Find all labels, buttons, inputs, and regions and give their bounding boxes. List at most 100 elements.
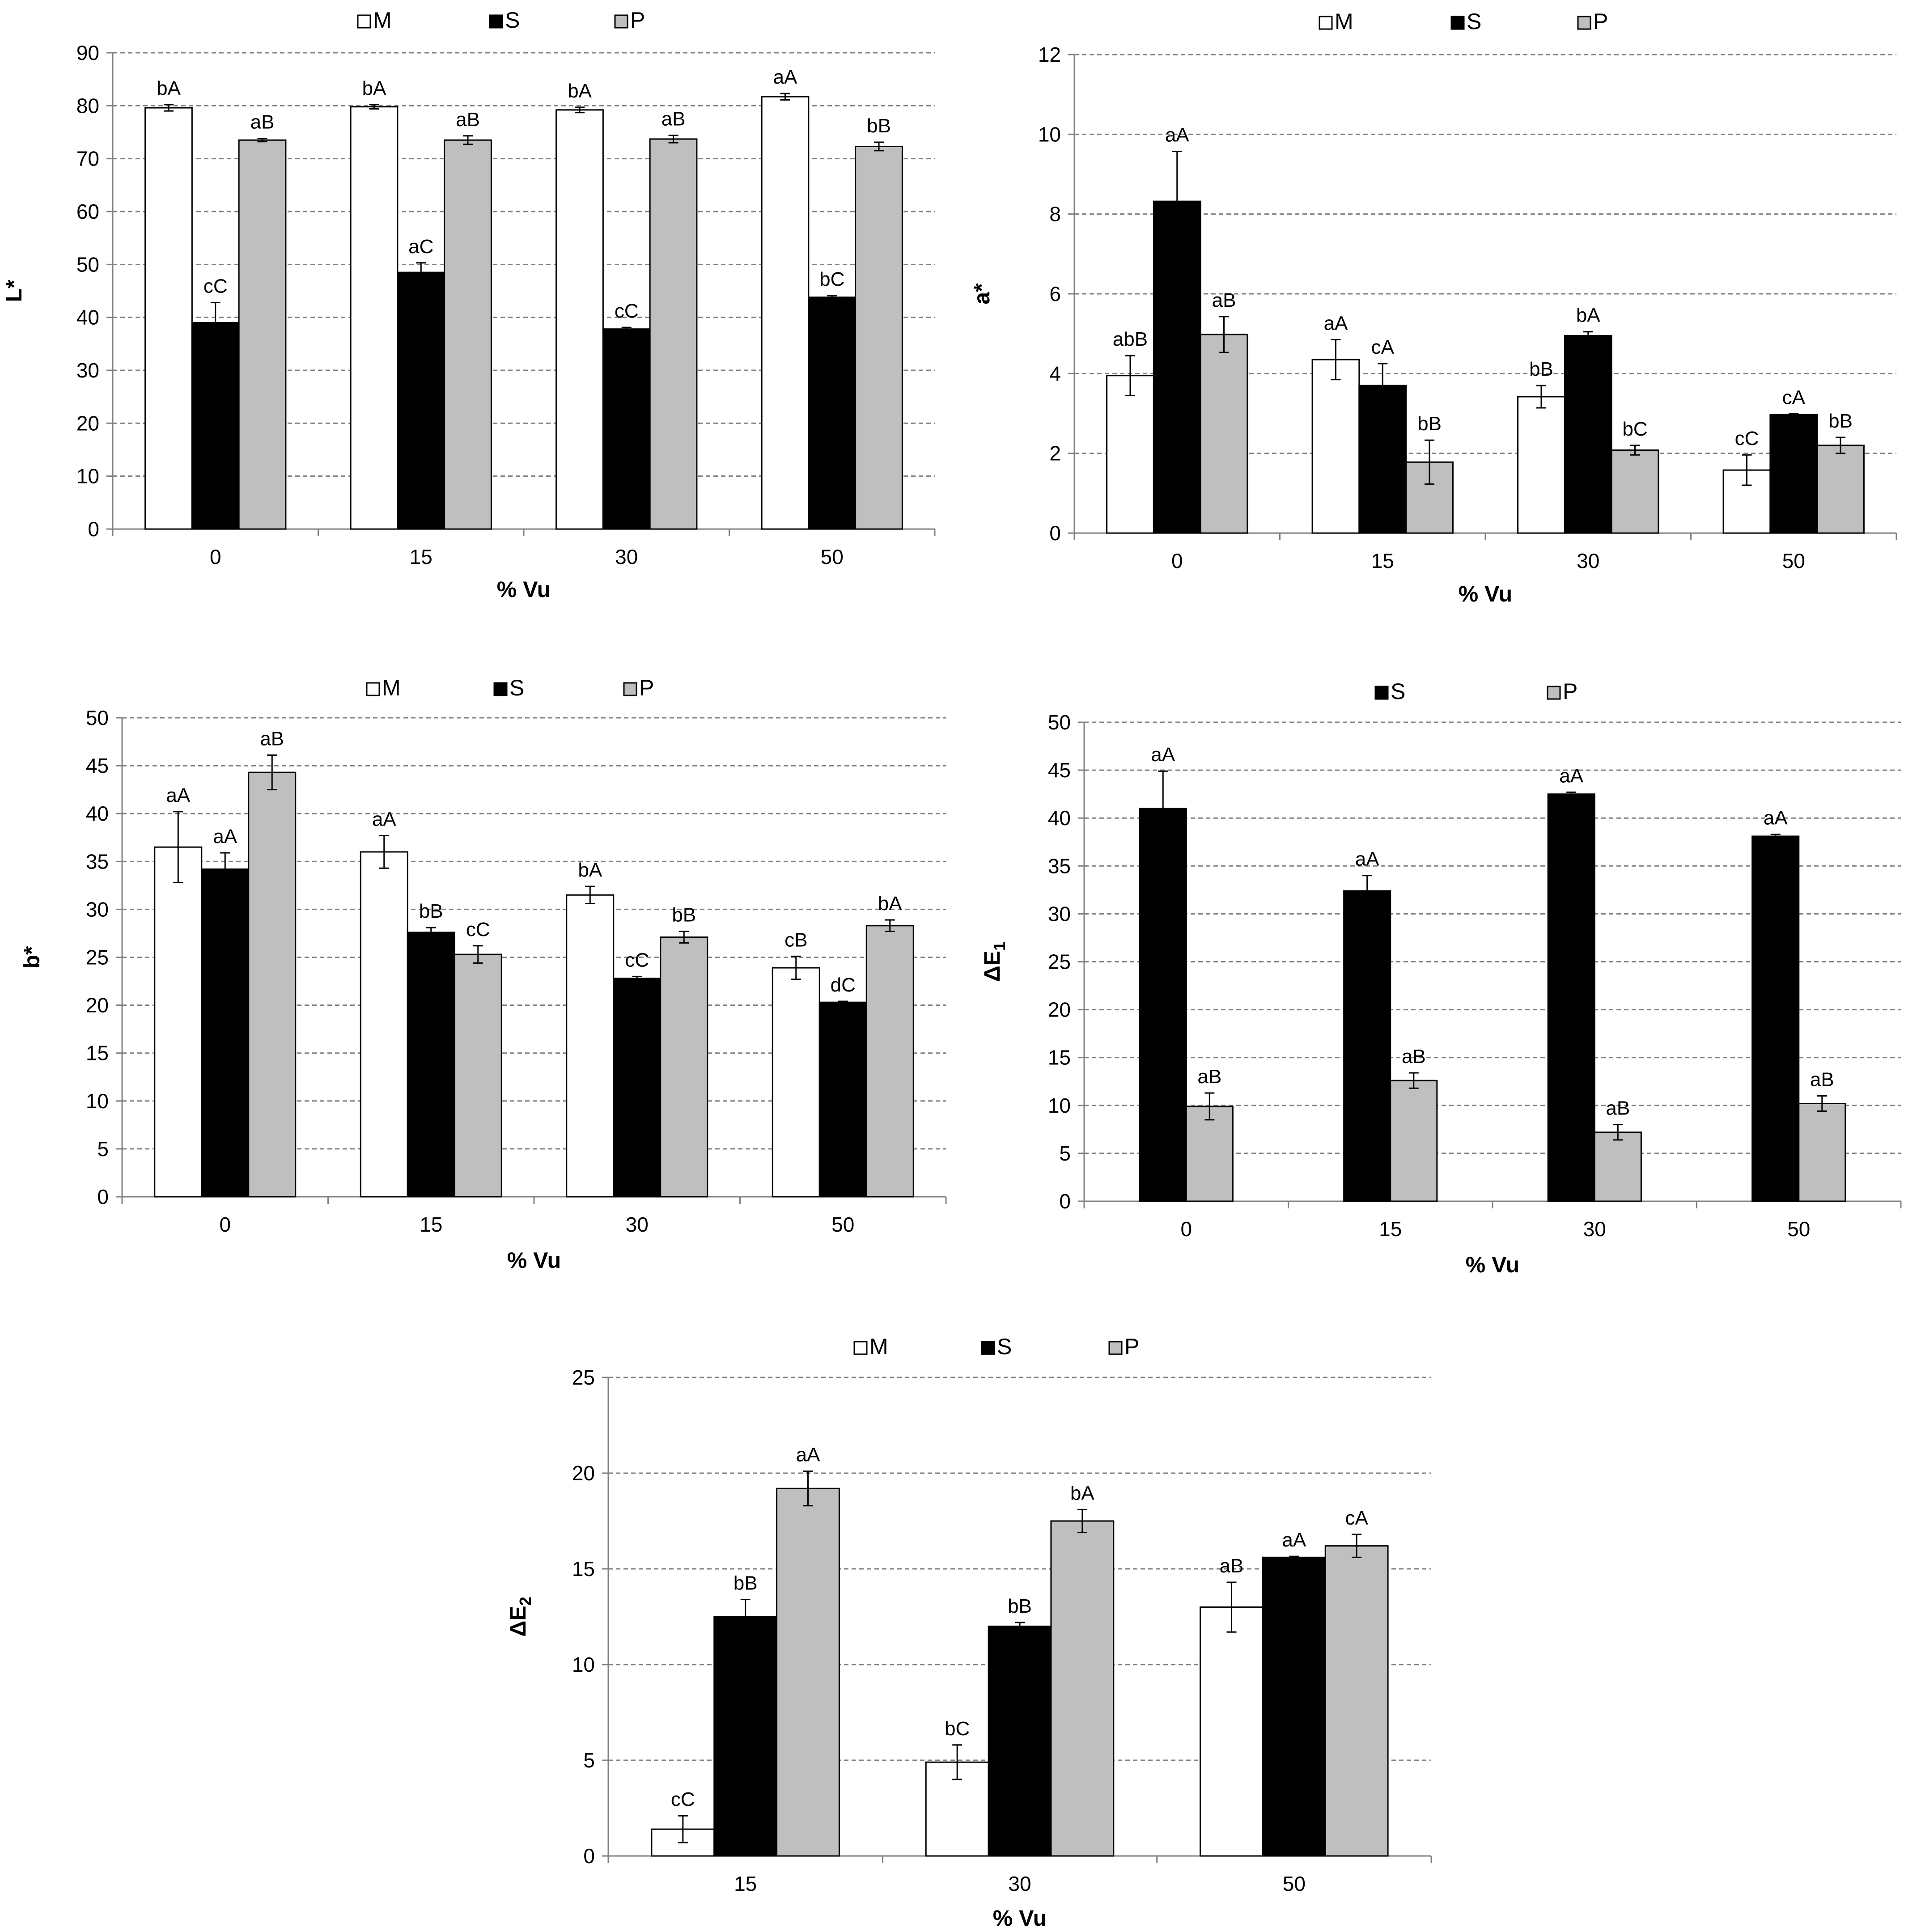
legend-label-p: P xyxy=(1563,679,1578,704)
x-tick-label: 0 xyxy=(210,545,221,568)
significance-label: bA xyxy=(362,77,386,99)
significance-label: bB xyxy=(1828,410,1853,432)
y-tick-label: 20 xyxy=(572,1462,595,1485)
significance-label: bA xyxy=(878,893,902,915)
x-tick-label: 30 xyxy=(1008,1872,1031,1895)
y-tick-label: 12 xyxy=(1038,43,1061,66)
legend-label-s: S xyxy=(509,675,524,700)
bar-s-30 xyxy=(602,328,651,530)
significance-label: cA xyxy=(1345,1507,1368,1529)
bar-s-50 xyxy=(1262,1556,1326,1857)
y-axis-title: ΔE1 xyxy=(980,942,1009,982)
significance-label: cC xyxy=(615,300,639,322)
significance-label: aB xyxy=(1810,1068,1834,1090)
x-tick-label: 15 xyxy=(420,1213,442,1236)
bar-p-0 xyxy=(238,139,287,530)
legend-label-s: S xyxy=(997,1334,1012,1359)
bar-p-30 xyxy=(660,936,708,1198)
y-tick-label: 80 xyxy=(76,94,99,117)
legend-swatch-p xyxy=(623,682,637,696)
significance-label: cC xyxy=(671,1788,695,1810)
x-tick-label: 15 xyxy=(1379,1217,1402,1241)
x-tick-label: 30 xyxy=(1583,1217,1606,1241)
y-tick-label: 40 xyxy=(76,306,99,329)
y-tick-label: 70 xyxy=(76,147,99,170)
significance-label: aB xyxy=(260,728,284,750)
significance-label: cA xyxy=(1782,386,1806,408)
bar-s-0 xyxy=(201,868,250,1198)
y-tick-label: 20 xyxy=(76,411,99,435)
legend-swatch-p xyxy=(1547,686,1561,700)
significance-label: dC xyxy=(831,974,856,996)
significance-label: bB xyxy=(734,1572,758,1594)
y-axis-title: ΔE2 xyxy=(505,1597,534,1636)
bar-p-15 xyxy=(1390,1080,1438,1202)
bar-p-30 xyxy=(1594,1131,1642,1202)
y-tick-label: 50 xyxy=(1048,711,1071,734)
significance-label: aA xyxy=(1151,744,1175,766)
x-axis-title: % Vu xyxy=(497,577,551,602)
bar-s-50 xyxy=(818,1001,867,1198)
legend-swatch-s xyxy=(1374,686,1389,700)
significance-label: bA xyxy=(1070,1482,1094,1504)
y-tick-label: 50 xyxy=(76,253,99,276)
y-tick-label: 4 xyxy=(1049,362,1061,385)
legend-swatch-s xyxy=(1450,16,1465,30)
bar-m-30 xyxy=(1517,396,1565,534)
y-tick-label: 15 xyxy=(1048,1046,1071,1069)
legend-label-m: M xyxy=(373,8,392,33)
significance-label: aA xyxy=(1355,848,1379,870)
legend-swatch-m xyxy=(357,14,371,29)
x-tick-label: 50 xyxy=(831,1213,854,1236)
x-tick-label: 50 xyxy=(1787,1217,1810,1241)
significance-label: aA xyxy=(1764,807,1788,829)
significance-label: aB xyxy=(662,108,686,130)
y-tick-label: 5 xyxy=(97,1137,109,1161)
legend-label-p: P xyxy=(630,8,645,33)
bar-p-50 xyxy=(1816,445,1865,534)
bar-p-30 xyxy=(649,138,698,530)
y-tick-label: 10 xyxy=(572,1653,595,1676)
x-tick-label: 50 xyxy=(1782,549,1805,572)
y-tick-label: 20 xyxy=(86,994,109,1017)
y-tick-label: 8 xyxy=(1049,203,1061,226)
significance-label: aB xyxy=(1197,1066,1221,1088)
significance-label: aA xyxy=(1559,765,1583,787)
legend-label-s: S xyxy=(1467,9,1481,34)
legend-swatch-p xyxy=(1577,16,1591,30)
bar-s-0 xyxy=(191,322,240,530)
y-tick-label: 10 xyxy=(86,1089,109,1113)
y-tick-label: 25 xyxy=(86,946,109,969)
significance-label: cC xyxy=(1735,428,1759,449)
significance-label: cC xyxy=(466,919,490,941)
significance-label: bB xyxy=(1529,358,1553,380)
chart-b-star: 0 5 10 15 20 25 30 35 40 45 50 0 aA aA aB 15 aA bB cC 30 bA c… xyxy=(19,675,947,1273)
significance-label: aA xyxy=(1165,124,1189,146)
y-tick-label: 35 xyxy=(86,850,109,873)
y-tick-label: 0 xyxy=(583,1844,595,1868)
legend-label-s: S xyxy=(1391,679,1405,704)
bar-s-15 xyxy=(407,932,455,1198)
significance-label: bB xyxy=(1417,413,1442,435)
significance-label: aA xyxy=(372,808,396,830)
bar-s-50 xyxy=(808,297,857,530)
y-tick-label: 10 xyxy=(1048,1094,1071,1117)
bar-p-15 xyxy=(454,953,502,1198)
bar-m-30 xyxy=(556,109,604,530)
y-tick-label: 0 xyxy=(1049,521,1061,545)
legend-label-p: P xyxy=(1124,1334,1139,1359)
y-axis-title: a* xyxy=(969,283,994,305)
significance-label: cA xyxy=(1371,336,1395,358)
y-axis-title: b* xyxy=(19,946,44,969)
y-tick-label: 15 xyxy=(572,1557,595,1580)
significance-label: bB xyxy=(867,115,891,137)
y-axis-title-subscript: 1 xyxy=(990,942,1009,951)
y-tick-label: 10 xyxy=(76,465,99,488)
y-tick-label: 25 xyxy=(572,1366,595,1389)
y-tick-label: 15 xyxy=(86,1042,109,1065)
bar-s-0 xyxy=(1139,808,1187,1202)
legend-swatch-p xyxy=(1108,1341,1123,1355)
y-tick-label: 25 xyxy=(1048,950,1071,974)
y-tick-label: 5 xyxy=(1059,1142,1071,1165)
significance-label: bA xyxy=(1576,305,1600,326)
